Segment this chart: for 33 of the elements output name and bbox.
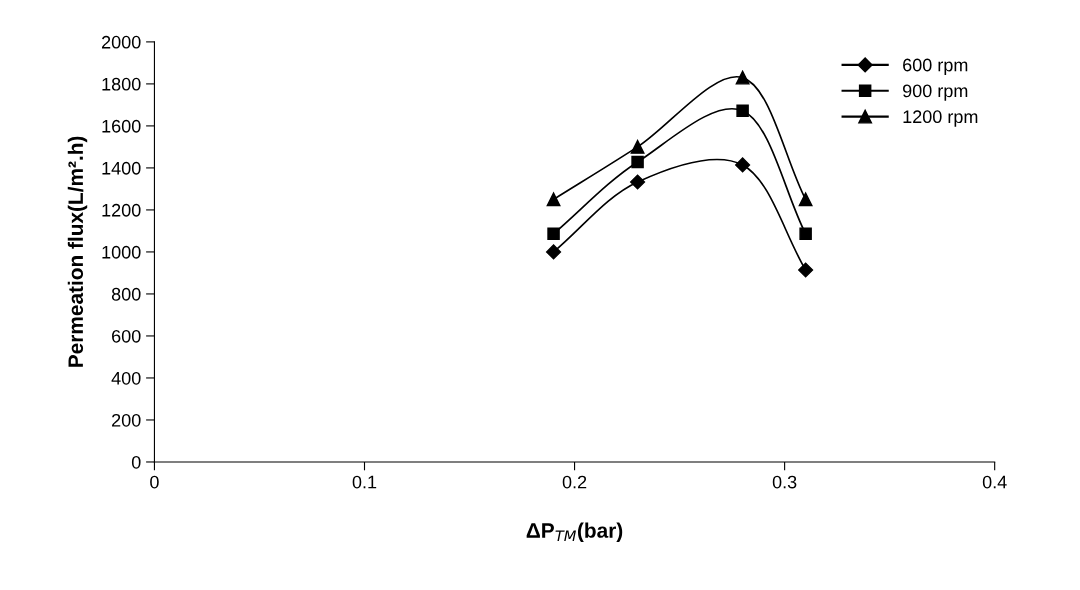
y-tick-label: 600 <box>112 329 141 343</box>
y-tick-label: 400 <box>111 371 141 385</box>
y-tick-label: 1800 <box>102 77 141 91</box>
legend-label: 900 rpm <box>903 84 968 101</box>
point <box>546 192 561 207</box>
point <box>736 104 749 118</box>
y-tick-label: 1200 <box>102 203 141 217</box>
x-tick-label: 0.2 <box>562 475 587 489</box>
point <box>735 157 751 173</box>
legend-label: 1200 rpm <box>903 110 978 127</box>
point <box>547 227 560 241</box>
point <box>630 174 646 190</box>
y-tick-label: 1600 <box>102 119 141 133</box>
point <box>630 139 645 154</box>
x-tick-label: 0.4 <box>982 475 1007 489</box>
y-tick-label: 2000 <box>101 35 141 49</box>
y-tick-label: 800 <box>111 287 141 301</box>
x-tick-label: 0 <box>150 475 159 489</box>
y-axis-title: Permeation flux(L/m².h) <box>67 136 88 367</box>
y-tick-label: 200 <box>112 413 141 427</box>
y-tick-label: 1000 <box>102 245 141 259</box>
point <box>799 227 812 241</box>
legend-label: 600 rpm <box>903 58 968 75</box>
x-axis-title: ΔP$_{TM}$(bar) <box>526 522 623 542</box>
point <box>798 192 813 207</box>
y-tick-label: 1400 <box>102 161 141 175</box>
point <box>545 244 562 260</box>
point <box>735 70 750 85</box>
point <box>631 155 644 169</box>
x-tick-label: 0.1 <box>352 475 377 489</box>
y-tick-label: 0 <box>131 455 141 469</box>
point <box>798 262 814 278</box>
x-tick-label: 0.3 <box>772 475 797 489</box>
